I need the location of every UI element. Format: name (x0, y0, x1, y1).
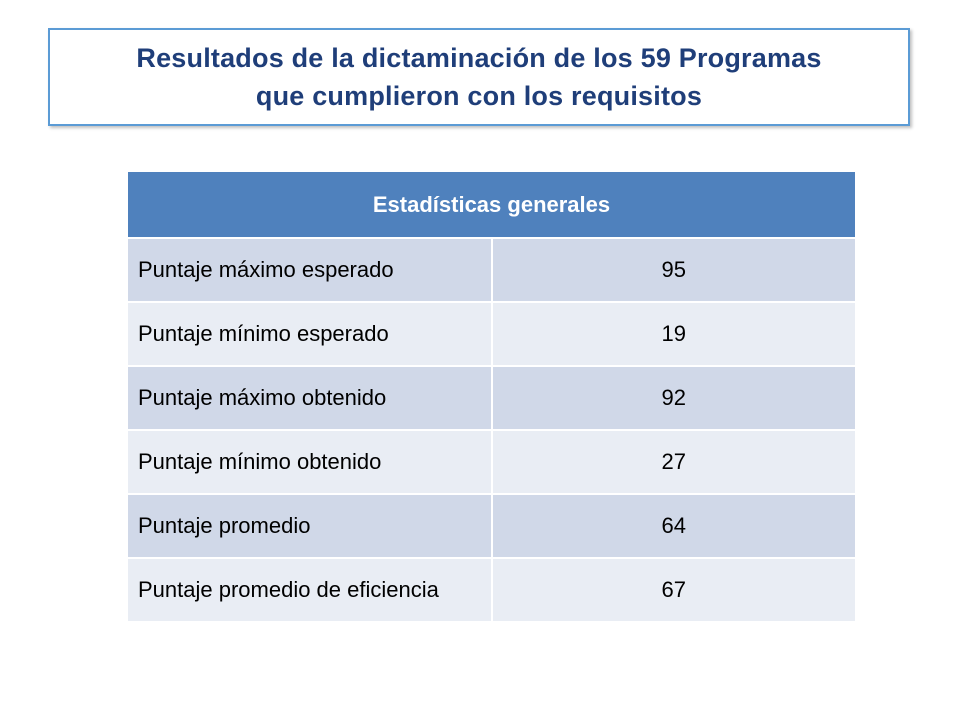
title-line-2: que cumplieron con los requisitos (255, 81, 703, 111)
table-row: Puntaje promedio de eficiencia 67 (128, 558, 855, 623)
statistics-table: Estadísticas generales Puntaje máximo es… (128, 172, 855, 623)
row-value: 92 (491, 366, 855, 431)
table-row: Puntaje promedio 64 (128, 494, 855, 559)
row-label: Puntaje mínimo obtenido (128, 430, 493, 495)
row-value: 19 (491, 302, 855, 367)
title-box: Resultados de la dictaminación de los 59… (48, 28, 910, 126)
title-line-1: Resultados de la dictaminación de los 59… (136, 43, 822, 73)
row-label: Puntaje promedio (128, 494, 493, 559)
table-row: Puntaje máximo esperado 95 (128, 238, 855, 303)
table-header-row: Estadísticas generales (128, 172, 855, 239)
table-row: Puntaje mínimo obtenido 27 (128, 430, 855, 495)
row-label: Puntaje promedio de eficiencia (128, 558, 493, 623)
row-value: 27 (491, 430, 855, 495)
row-value: 95 (491, 238, 855, 303)
row-label: Puntaje mínimo esperado (128, 302, 493, 367)
row-value: 64 (491, 494, 855, 559)
table-row: Puntaje máximo obtenido 92 (128, 366, 855, 431)
row-label: Puntaje máximo esperado (128, 238, 493, 303)
row-value: 67 (491, 558, 855, 623)
table-row: Puntaje mínimo esperado 19 (128, 302, 855, 367)
row-label: Puntaje máximo obtenido (128, 366, 493, 431)
table-header: Estadísticas generales (128, 172, 855, 239)
slide-title: Resultados de la dictaminación de los 59… (126, 39, 831, 115)
